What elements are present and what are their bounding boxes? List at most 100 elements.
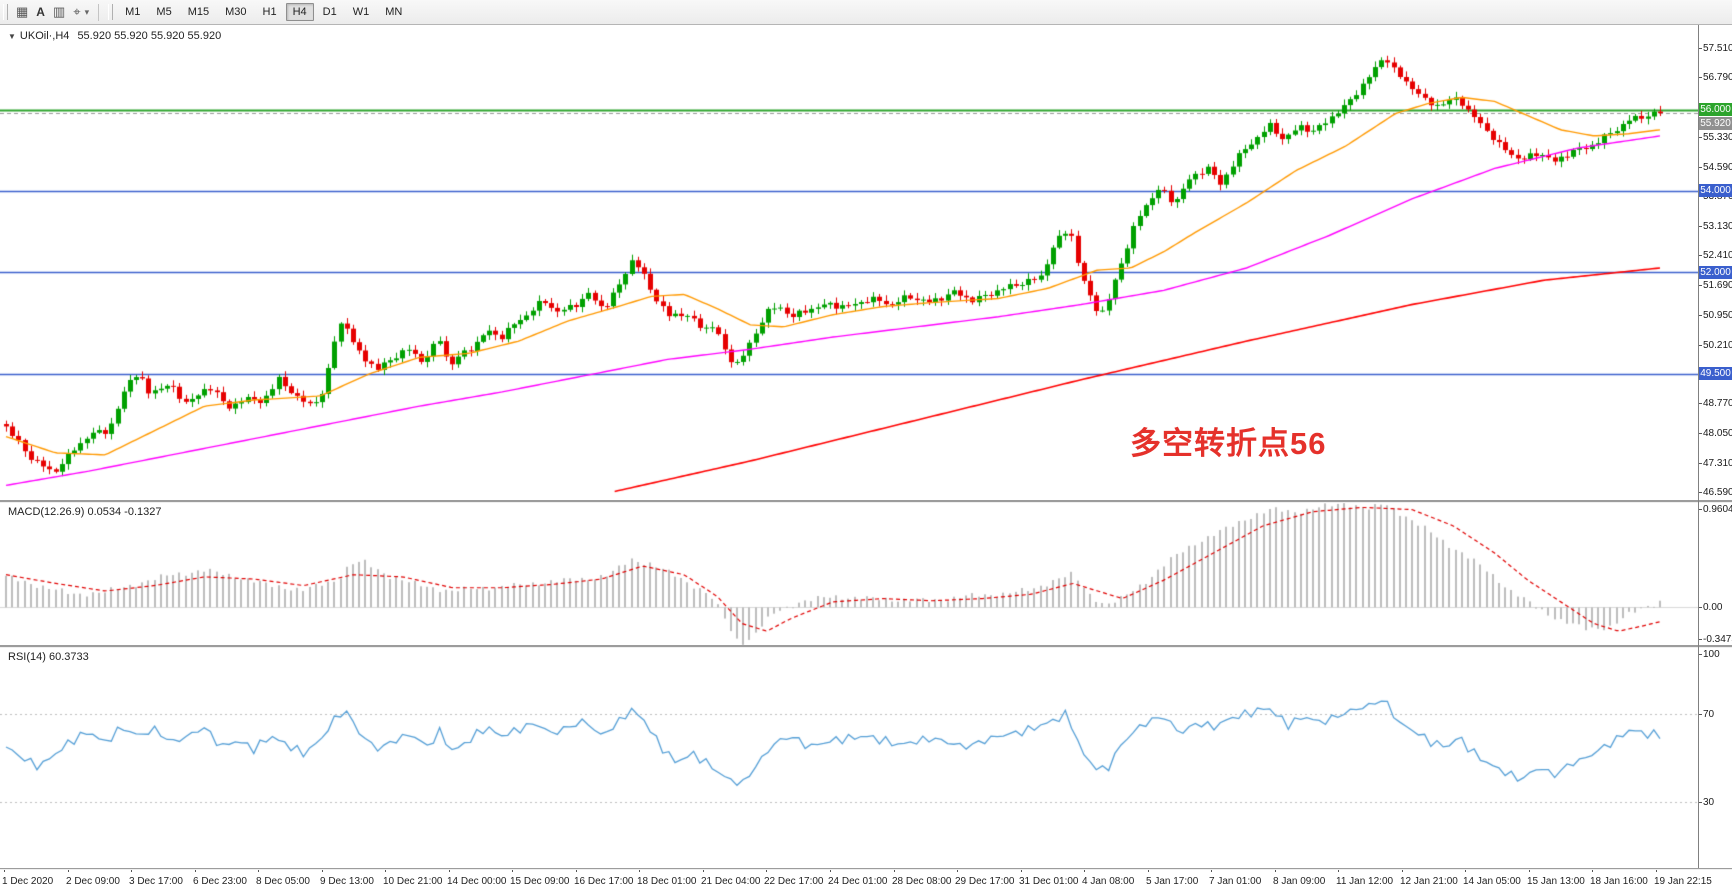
price-badge-49.500: 49.500 xyxy=(1699,367,1732,380)
time-tick xyxy=(1021,868,1022,872)
time-tick xyxy=(703,868,704,872)
time-label: 24 Dec 01:00 xyxy=(828,876,888,887)
time-label: 22 Dec 17:00 xyxy=(764,876,824,887)
rsi-axis-label-70-tick xyxy=(1698,714,1702,715)
macd-axis-label-0.9604-tick xyxy=(1698,509,1702,510)
chinese-annotation: 多空转折点56 xyxy=(1130,426,1327,461)
panel-separator-macd[interactable] xyxy=(0,500,1732,503)
price-badge-52.000: 52.000 xyxy=(1699,266,1732,279)
time-tick xyxy=(449,868,450,872)
timeframe-grip[interactable] xyxy=(108,4,114,20)
price-badge-56.000: 56.000 xyxy=(1699,103,1732,116)
price-label-57.510-tick xyxy=(1698,48,1702,49)
chart-window-icon[interactable]: ▦ xyxy=(16,4,29,19)
macd-axis-label--0.3473-tick xyxy=(1698,639,1702,640)
price-label-48.770: 48.770 xyxy=(1703,398,1732,409)
timeframe-button-h1[interactable]: H1 xyxy=(262,6,277,18)
time-label: 2 Dec 09:00 xyxy=(66,876,120,887)
time-tick xyxy=(1656,868,1657,872)
time-label: 18 Dec 01:00 xyxy=(637,876,697,887)
price-label-46.590: 46.590 xyxy=(1703,487,1732,498)
price-badge-54.000: 54.000 xyxy=(1699,184,1732,197)
price-label-54.590: 54.590 xyxy=(1703,162,1732,173)
time-tick xyxy=(639,868,640,872)
time-label: 19 Jan 22:15 xyxy=(1654,876,1712,887)
price-label-55.330: 55.330 xyxy=(1703,132,1732,143)
time-tick xyxy=(1084,868,1085,872)
chart-area[interactable]: ▼ UKOil·,H4 55.920 55.920 55.920 55.920 MA… xyxy=(0,25,1732,893)
time-label: 10 Dec 21:00 xyxy=(383,876,443,887)
price-label-55.330-tick xyxy=(1698,137,1702,138)
macd-axis-label-0.00-tick xyxy=(1698,607,1702,608)
time-label: 31 Dec 01:00 xyxy=(1019,876,1079,887)
macd-indicator-canvas[interactable] xyxy=(0,503,1698,645)
toolbar-separator xyxy=(98,3,100,21)
rsi-axis-label-70: 70 xyxy=(1703,709,1715,720)
time-tick xyxy=(830,868,831,872)
timeframe-button-h4[interactable]: H4 xyxy=(285,3,314,21)
price-badge-55.920: 55.920 xyxy=(1699,117,1732,130)
time-tick xyxy=(4,868,5,872)
chart-shift-icon[interactable]: ▥ xyxy=(52,4,66,19)
time-label: 14 Dec 00:00 xyxy=(447,876,507,887)
time-label: 16 Dec 17:00 xyxy=(574,876,634,887)
time-tick xyxy=(894,868,895,872)
panel-separator-rsi[interactable] xyxy=(0,645,1732,648)
time-tick xyxy=(1148,868,1149,872)
price-label-54.590-tick xyxy=(1698,167,1702,168)
price-label-47.310: 47.310 xyxy=(1703,458,1732,469)
timeframe-button-mn[interactable]: MN xyxy=(385,6,403,18)
time-tick xyxy=(1465,868,1466,872)
time-tick xyxy=(1275,868,1276,872)
price-label-56.790: 56.790 xyxy=(1703,72,1732,83)
time-label: 8 Jan 09:00 xyxy=(1273,876,1326,887)
timeframe-button-w1[interactable]: W1 xyxy=(352,6,370,18)
time-label: 11 Jan 12:00 xyxy=(1336,876,1394,887)
time-tick xyxy=(1402,868,1403,872)
time-tick xyxy=(195,868,196,872)
time-label: 9 Dec 13:00 xyxy=(320,876,374,887)
price-axis-separator[interactable] xyxy=(1698,25,1699,868)
time-label: 21 Dec 04:00 xyxy=(701,876,761,887)
time-label: 7 Jan 01:00 xyxy=(1209,876,1262,887)
price-label-56.790-tick xyxy=(1698,77,1702,78)
toolbar-grip[interactable] xyxy=(3,4,8,20)
time-tick xyxy=(957,868,958,872)
time-tick xyxy=(68,868,69,872)
price-label-53.130: 53.130 xyxy=(1703,221,1732,232)
price-label-50.210: 50.210 xyxy=(1703,340,1732,351)
price-label-47.310-tick xyxy=(1698,463,1702,464)
price-chart-canvas[interactable] xyxy=(0,25,1698,500)
timeframe-button-m1[interactable]: M1 xyxy=(125,6,141,18)
collapse-icon[interactable]: ▼ xyxy=(8,32,16,41)
price-label-52.410: 52.410 xyxy=(1703,250,1732,261)
time-tick xyxy=(1529,868,1530,872)
rsi-axis-label-30: 30 xyxy=(1703,797,1715,808)
time-label: 4 Jan 08:00 xyxy=(1082,876,1135,887)
toolbar: ▦ A ▥ ⌖ ▾ M1 M5 M15 M30 H1 H4 D1 W1 MN xyxy=(0,0,1732,25)
text-tool-button[interactable]: A xyxy=(36,5,45,19)
macd-axis-label--0.3473: -0.3473 xyxy=(1703,634,1732,645)
rsi-axis-label-100: 100 xyxy=(1703,649,1720,660)
price-label-50.950-tick xyxy=(1698,315,1702,316)
rsi-indicator-canvas[interactable] xyxy=(0,648,1698,868)
price-label-48.770-tick xyxy=(1698,403,1702,404)
timeframe-button-m5[interactable]: M5 xyxy=(156,6,172,18)
symbol-ohlc-label: ▼ UKOil·,H4 55.920 55.920 55.920 55.920 xyxy=(8,30,221,42)
time-label: 29 Dec 17:00 xyxy=(955,876,1015,887)
time-tick xyxy=(766,868,767,872)
cursor-tool-caret[interactable]: ▾ xyxy=(84,7,90,17)
timeframe-button-d1[interactable]: D1 xyxy=(322,6,337,18)
timeframe-button-m30[interactable]: M30 xyxy=(225,6,247,18)
macd-axis-label-0.00: 0.00 xyxy=(1703,602,1723,613)
tool-icons-group: ▦ A ▥ ⌖ ▾ xyxy=(12,2,92,22)
macd-label: MACD(12.26.9) 0.0534 -0.1327 xyxy=(8,506,162,518)
crosshair-tool-icon[interactable]: ⌖ xyxy=(73,4,81,19)
time-label: 15 Jan 13:00 xyxy=(1527,876,1585,887)
time-axis[interactable]: 1 Dec 2020 2 Dec 09:00 3 Dec 17:00 6 Dec 23… xyxy=(0,868,1732,893)
timeframe-group: M1 M5 M15 M30 H1 H4 D1 W1 MN xyxy=(117,3,410,21)
time-axis-separator xyxy=(0,868,1732,870)
time-tick xyxy=(512,868,513,872)
time-label: 6 Dec 23:00 xyxy=(193,876,247,887)
timeframe-button-m15[interactable]: M15 xyxy=(187,6,210,18)
